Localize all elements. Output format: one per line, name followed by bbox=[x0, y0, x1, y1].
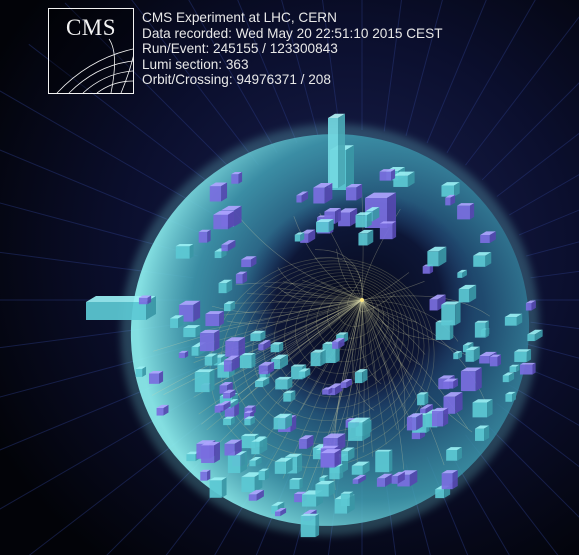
experiment-label: CMS Experiment at LHC, CERN bbox=[142, 10, 337, 25]
interaction-point bbox=[360, 298, 364, 302]
calorimeter-towers bbox=[86, 113, 543, 538]
event-info-panel: CMS Experiment at LHC, CERN Data recorde… bbox=[142, 10, 443, 88]
run-event-label: Run/Event: 245155 / 123300843 bbox=[142, 41, 338, 56]
cms-logo-icon bbox=[56, 38, 133, 93]
cms-logo: CMS bbox=[48, 8, 134, 94]
cms-logo-text: CMS bbox=[65, 15, 117, 40]
lumi-section-label: Lumi section: 363 bbox=[142, 56, 249, 72]
data-recorded-label: Data recorded: Wed May 20 22:51:10 2015 … bbox=[142, 25, 443, 41]
orbit-crossing-label: Orbit/Crossing: 94976371 / 208 bbox=[142, 72, 331, 87]
